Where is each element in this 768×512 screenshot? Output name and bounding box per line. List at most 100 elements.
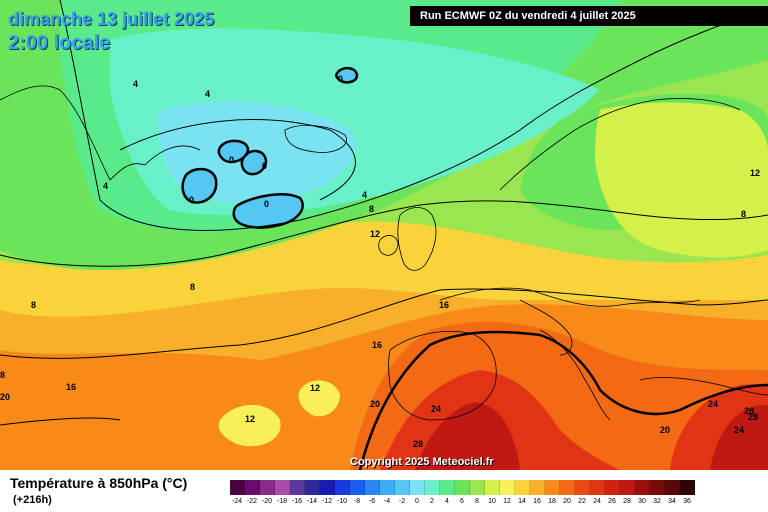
legend-swatch <box>665 480 680 495</box>
legend-label: -22 <box>246 498 258 505</box>
legend-swatch <box>620 480 635 495</box>
label-12-azores-a: 12 <box>310 383 320 393</box>
legend-label: 20 <box>563 498 571 505</box>
legend-swatch <box>425 480 440 495</box>
legend-swatch <box>470 480 485 495</box>
parameter-title: Température à 850hPa (°C) <box>10 475 188 491</box>
legend-label: -4 <box>383 498 391 505</box>
legend-swatch <box>500 480 515 495</box>
legend-swatch <box>335 480 350 495</box>
legend-swatch <box>410 480 425 495</box>
label-8-atlantic: 8 <box>369 204 374 214</box>
label-28-iberia: 28 <box>413 439 423 449</box>
temp-band-12-azores <box>218 405 281 447</box>
zero-cell-d <box>232 193 304 229</box>
label-24-iberia: 24 <box>431 404 441 414</box>
valid-time: 2:00 locale <box>8 32 111 54</box>
legend-label: 24 <box>593 498 601 505</box>
legend-label: 0 <box>415 498 419 505</box>
zero-cell-b <box>240 149 268 176</box>
legend-label: 32 <box>653 498 661 505</box>
label-28-turkey: 28 <box>744 406 754 416</box>
legend-label: -2 <box>398 498 406 505</box>
label-0-cell-c: 0 <box>189 195 194 205</box>
valid-date: dimanche 13 juillet 2025 <box>8 9 215 29</box>
legend-label: -18 <box>276 498 288 505</box>
label-0-cell-d: 0 <box>264 199 269 209</box>
legend-swatch <box>260 480 275 495</box>
legend-label: -16 <box>291 498 303 505</box>
legend-swatch <box>590 480 605 495</box>
temp-band-12-east <box>595 102 768 258</box>
legend-swatch <box>290 480 305 495</box>
legend-swatch <box>650 480 665 495</box>
label-20-west: 20 <box>0 392 10 402</box>
legend-swatch <box>305 480 320 495</box>
copyright: Copyright 2025 Meteociel.fr <box>350 456 494 468</box>
label-12-russia: 12 <box>750 168 760 178</box>
legend-swatch <box>485 480 500 495</box>
legend-swatch <box>635 480 650 495</box>
legend-swatch <box>245 480 260 495</box>
legend-swatch <box>230 480 245 495</box>
temp-band-26-east <box>710 405 768 470</box>
legend-label: -8 <box>353 498 361 505</box>
isotherm-lines <box>0 0 768 426</box>
legend-swatch <box>320 480 335 495</box>
legend-label: 26 <box>608 498 616 505</box>
label-4-greenland-b: 4 <box>205 89 210 99</box>
temp-band-26 <box>415 402 520 470</box>
legend-label: 18 <box>548 498 556 505</box>
legend-swatch <box>350 480 365 495</box>
label-0-cell-b: 0 <box>262 161 267 171</box>
lead-time: (+216h) <box>13 494 52 506</box>
label-4-east-greenland: 4 <box>103 181 108 191</box>
label-16-southwest: 16 <box>66 382 76 392</box>
legend-label: 4 <box>445 498 449 505</box>
legend-swatch <box>680 480 695 495</box>
legend-swatch <box>395 480 410 495</box>
legend-label: -20 <box>261 498 273 505</box>
legend-label: 6 <box>460 498 464 505</box>
label-0-iceland-n: 0 <box>338 74 343 84</box>
legend-swatch <box>365 480 380 495</box>
legend-label: -24 <box>231 498 243 505</box>
isotherm-20-line <box>358 330 768 470</box>
label-16-atlantic: 16 <box>439 300 449 310</box>
legend-swatch <box>530 480 545 495</box>
coastlines <box>0 85 768 421</box>
legend-label: 28 <box>623 498 631 505</box>
legend-label: 36 <box>683 498 691 505</box>
legend-label: 10 <box>488 498 496 505</box>
legend-swatch <box>380 480 395 495</box>
legend-label: 30 <box>638 498 646 505</box>
legend-swatch <box>560 480 575 495</box>
label-0-cell-a: 0 <box>229 155 234 165</box>
label-4-greenland: 4 <box>133 79 138 89</box>
zero-cell-c <box>181 167 218 204</box>
legend-swatch <box>455 480 470 495</box>
legend-swatch <box>275 480 290 495</box>
label-8-russia: 8 <box>741 209 746 219</box>
label-20-balkans: 20 <box>660 425 670 435</box>
legend-label: 2 <box>430 498 434 505</box>
legend-label: 14 <box>518 498 526 505</box>
label-4-atlantic: 4 <box>362 190 367 200</box>
legend-label: 16 <box>533 498 541 505</box>
legend-label: -14 <box>306 498 318 505</box>
label-8-south: 8 <box>190 282 195 292</box>
temp-band-12-azores-b <box>298 380 340 417</box>
legend-label: -10 <box>336 498 348 505</box>
color-legend <box>230 480 695 495</box>
legend-swatch <box>515 480 530 495</box>
legend-labels: -24 -22 -20 -18 -16 -14 -12 -10 -8 -6 -4 -2 0 2 4 6 8 10 1… <box>230 498 710 510</box>
legend-swatch <box>440 480 455 495</box>
legend-label: -6 <box>368 498 376 505</box>
legend-swatch <box>545 480 560 495</box>
legend-label: 34 <box>668 498 676 505</box>
label-24-turkey: 24 <box>734 425 744 435</box>
legend-swatch <box>605 480 620 495</box>
legend-swatch <box>575 480 590 495</box>
